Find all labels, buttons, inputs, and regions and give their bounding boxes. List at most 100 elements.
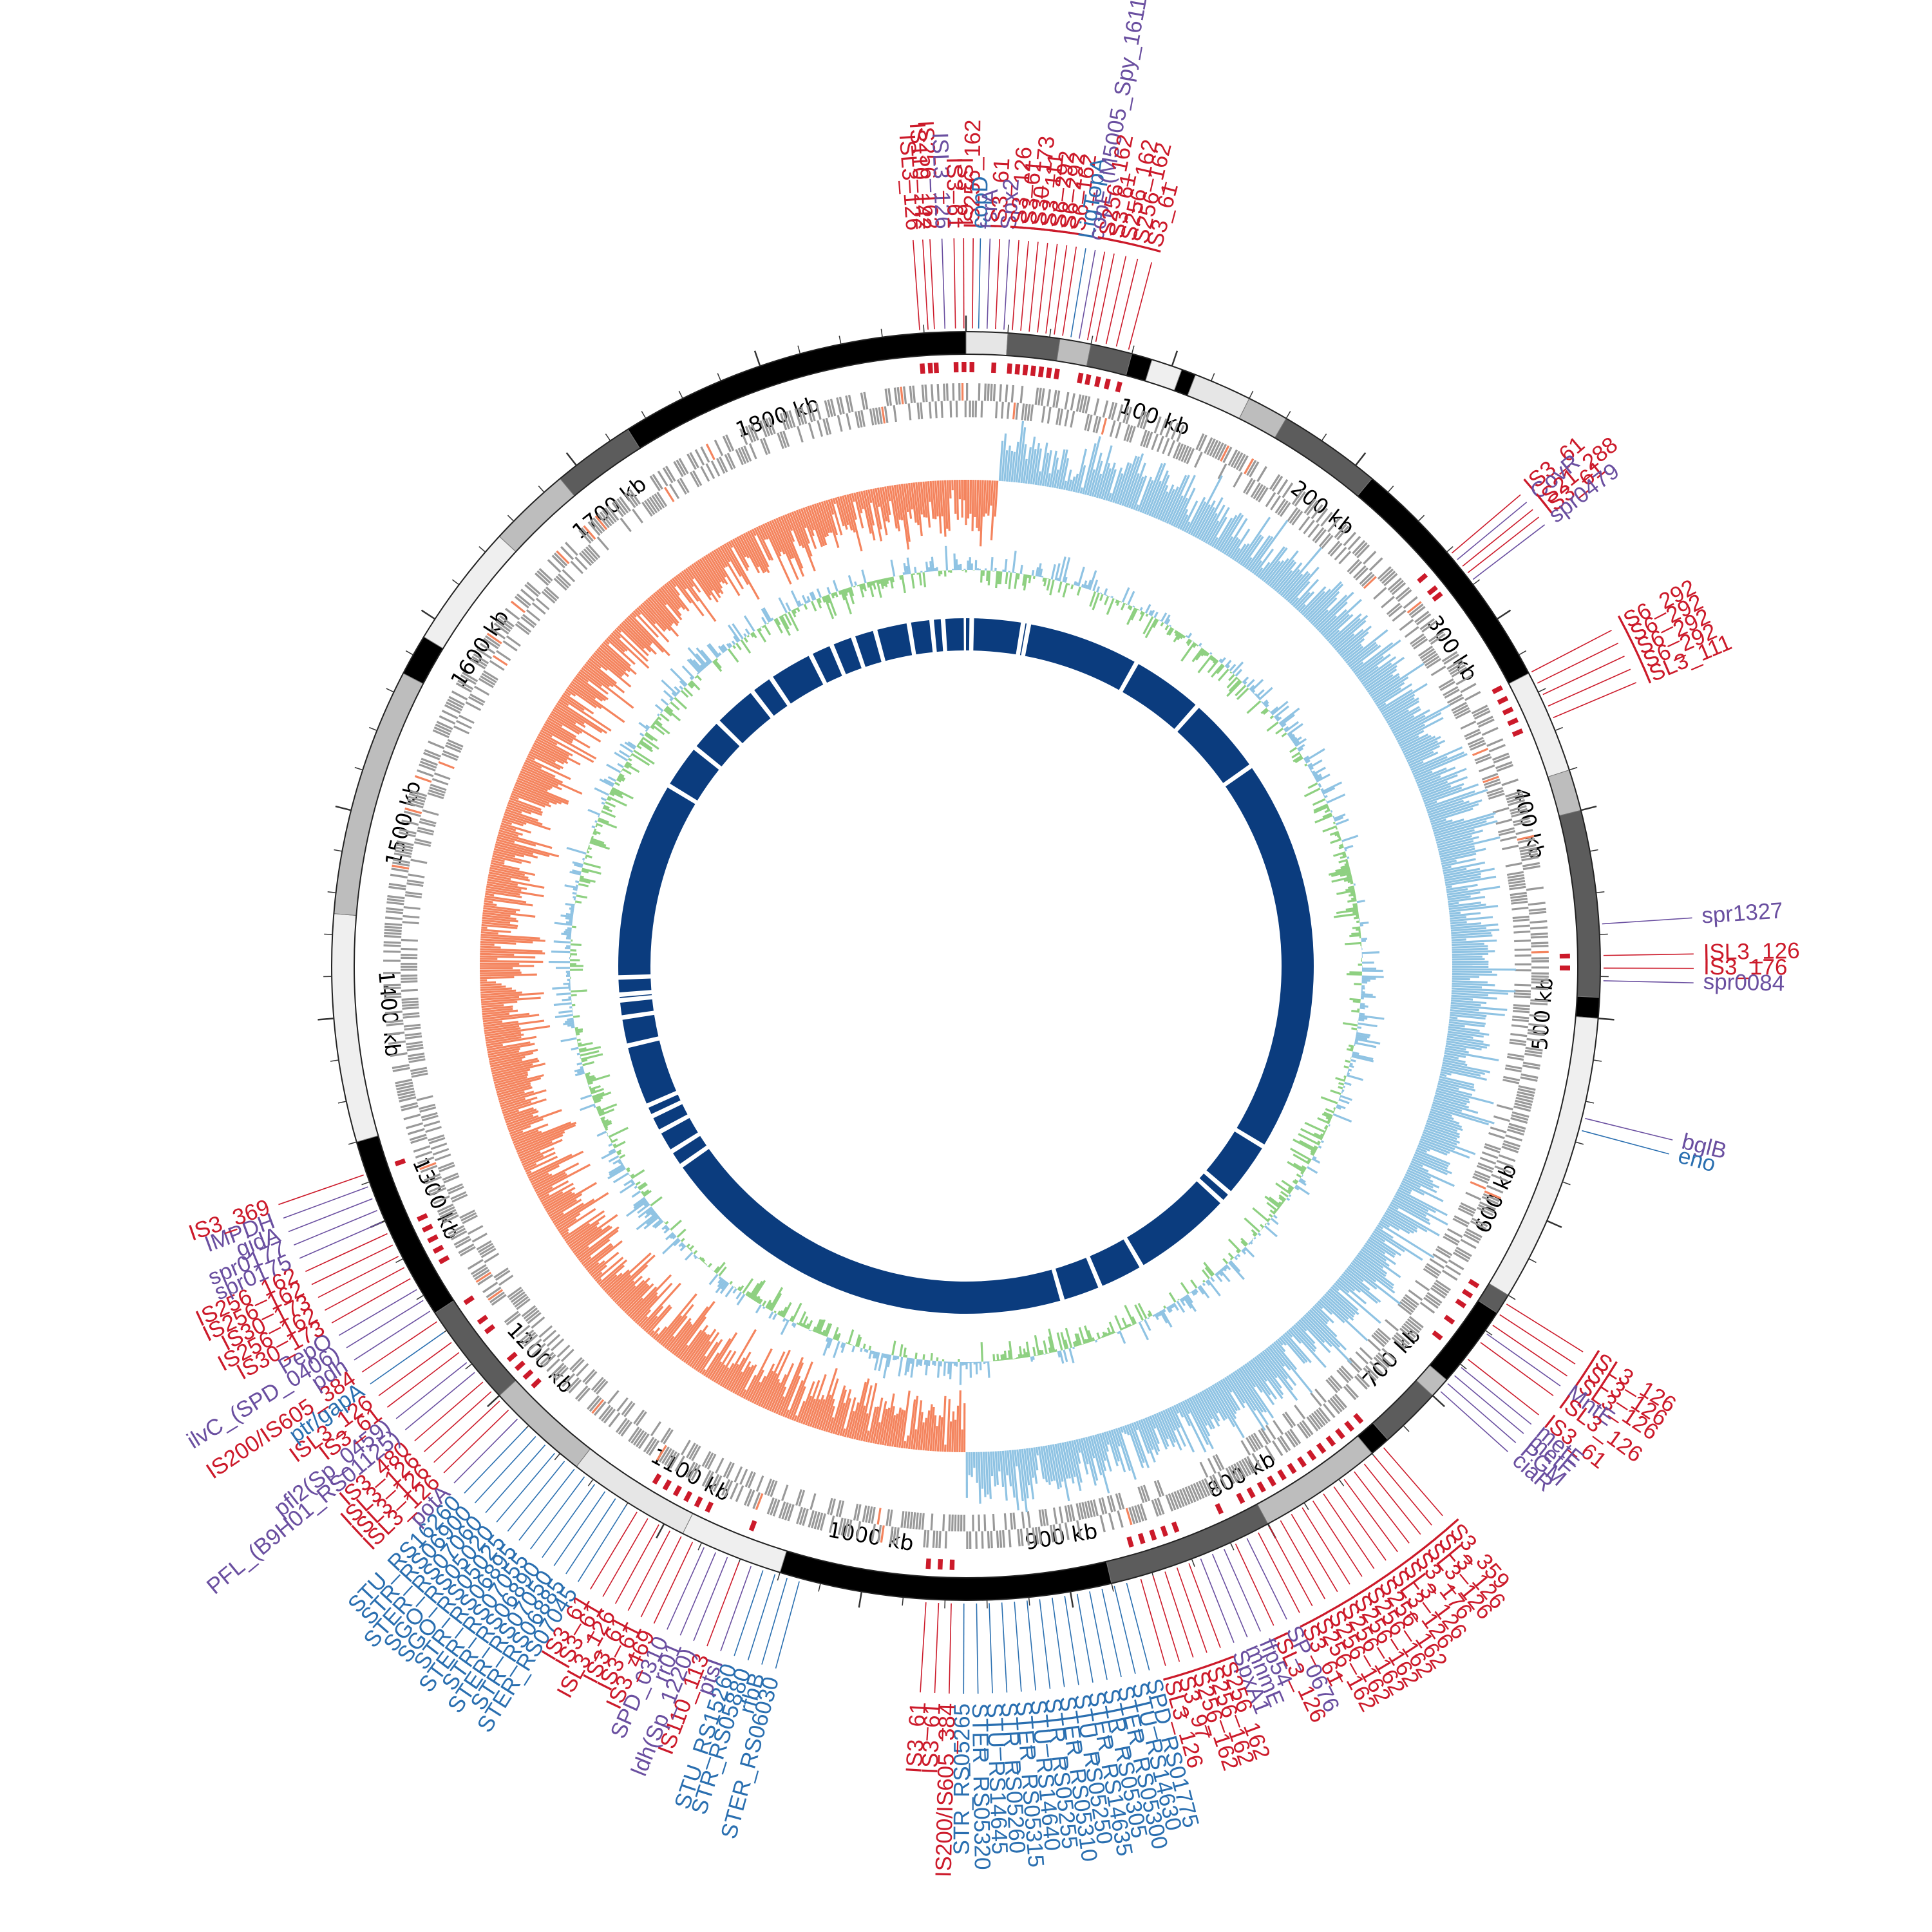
cds-feature (918, 1512, 922, 1530)
cds-feature (1377, 566, 1392, 580)
cds-feature (1199, 1461, 1209, 1478)
gc-skew-bar (602, 641, 631, 667)
gc-skew-bar (753, 527, 772, 561)
gc-skew-bar (1106, 1431, 1119, 1466)
gc-skew-bar (576, 672, 589, 683)
cds-feature (1443, 686, 1459, 696)
gc-skew-bar (500, 824, 516, 831)
gc-content-bar (1004, 558, 1008, 573)
gc-content-bar (743, 633, 747, 638)
gc-skew-bar (1388, 708, 1421, 728)
is-element-marker (522, 1369, 534, 1380)
gc-skew-bar (490, 1057, 538, 1070)
gc-content-bar (1338, 836, 1341, 839)
gc-content-bar (1352, 911, 1359, 914)
cds-feature (1495, 761, 1513, 770)
cds-feature (522, 614, 537, 626)
gc-skew-bar (520, 1151, 541, 1162)
cds-feature (735, 1485, 744, 1502)
gc-skew-bar (1179, 514, 1189, 530)
cds-feature (1175, 443, 1184, 460)
gc-content-bar (862, 1343, 866, 1349)
gc-skew-bar (1336, 1278, 1367, 1305)
gc-skew-bar (556, 1213, 581, 1230)
gc-skew-bar (660, 586, 680, 611)
gc-skew-bar (1379, 689, 1413, 712)
cds-feature (1416, 613, 1432, 626)
gc-content-bar (580, 1103, 596, 1112)
gc-skew-bar (480, 936, 545, 942)
gc-skew-bar (1397, 1188, 1448, 1217)
gc-content-bar (1332, 821, 1336, 824)
gc-content-bar (1318, 1145, 1322, 1149)
gc-skew-bar (536, 735, 573, 757)
cds-feature (860, 410, 866, 427)
cds-feature (1244, 458, 1255, 475)
gc-content-bar (717, 1277, 723, 1284)
callout-leader (1115, 258, 1139, 347)
gc-skew-bar (480, 929, 511, 933)
gc-skew-bar (1401, 1180, 1444, 1202)
callout-leader (1472, 524, 1546, 580)
gc-skew-bar (639, 603, 666, 632)
gc-content-bar (1165, 618, 1171, 625)
cds-feature (889, 1526, 894, 1544)
cds-feature (1094, 398, 1100, 416)
cds-feature (1215, 1454, 1225, 1470)
cds-feature (1140, 430, 1148, 446)
cds-feature (828, 1515, 835, 1533)
gc-skew-bar (1262, 1350, 1294, 1391)
gc-skew-bar (1324, 1293, 1354, 1321)
gc-content-bar (1267, 1217, 1271, 1221)
cds-feature (469, 658, 486, 670)
scale-tick (1338, 1479, 1345, 1486)
gc-skew-bar (558, 1208, 596, 1234)
cds-feature (1359, 571, 1373, 585)
cds-feature (583, 548, 596, 562)
gc-skew-bar (614, 629, 649, 662)
gc-skew-bar (1400, 1182, 1425, 1196)
cds-feature (1220, 445, 1230, 462)
cds-feature (397, 1090, 415, 1097)
cds-feature (1109, 420, 1116, 437)
cds-feature (458, 1243, 475, 1254)
gc-skew-bar (1213, 517, 1233, 549)
gc-content-bar (1139, 607, 1143, 611)
is-element-marker (1084, 374, 1092, 386)
cds-feature (1517, 835, 1535, 841)
gc-skew-bar (1083, 1437, 1097, 1486)
gc-skew-bar (1426, 788, 1488, 811)
scale-tick (1519, 650, 1527, 656)
is-element-marker (1507, 717, 1519, 726)
gc-content-bar (1041, 1349, 1044, 1355)
gc-content-bar (782, 1318, 786, 1322)
cds-feature (1125, 1508, 1133, 1526)
gc-skew-bar (1289, 1327, 1327, 1368)
cds-feature (1529, 911, 1547, 915)
gc-content-bar (773, 618, 783, 634)
gc-content-bar (1359, 1005, 1368, 1008)
cds-feature (688, 1444, 699, 1460)
cds-feature (1179, 1488, 1188, 1506)
gc-skew-bar (527, 753, 561, 770)
gc-skew-bar (574, 676, 607, 701)
scale-tick (797, 345, 801, 354)
cds-feature (1318, 1406, 1331, 1423)
cds-feature (871, 1506, 876, 1524)
gc-skew-bar (484, 1025, 520, 1032)
gc-skew-bar (1061, 458, 1070, 490)
gc-content-bar (1286, 1197, 1291, 1201)
cds-feature (945, 383, 949, 401)
cds-feature (951, 1514, 954, 1531)
gc-content-bar (1198, 642, 1202, 647)
gc-content-bar (1181, 1297, 1185, 1302)
cds-feature (387, 1031, 405, 1036)
is-element-marker (531, 1378, 542, 1388)
cds-feature (1497, 827, 1515, 833)
gc-skew-bar (1332, 1284, 1340, 1291)
gc-skew-bar (1444, 1047, 1469, 1054)
is-element-marker (662, 1479, 672, 1491)
is-element-marker (1307, 1449, 1317, 1461)
cds-feature (781, 1484, 789, 1501)
gc-skew-bar (685, 567, 695, 580)
